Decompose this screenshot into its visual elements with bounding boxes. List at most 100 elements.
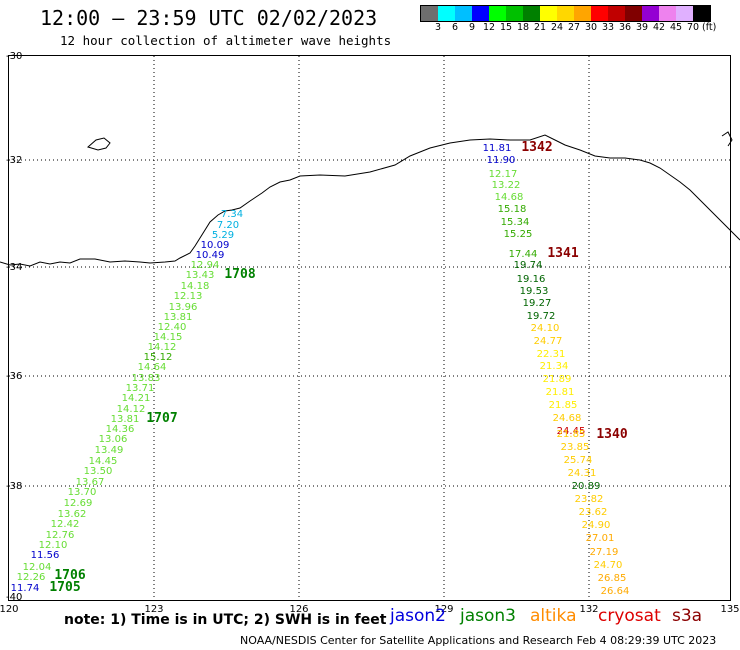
wave-height-label: 12.94	[191, 260, 220, 271]
wave-height-label: 26.64	[601, 586, 630, 597]
x-tick-label: 135	[720, 604, 739, 615]
wave-height-label: 12.40	[158, 322, 187, 333]
color-scale-label: 6	[451, 22, 459, 33]
color-scale-label: 70	[686, 22, 700, 33]
wave-height-label: 21.89	[543, 374, 572, 385]
wave-height-label: 15.25	[504, 229, 533, 240]
map-frame	[8, 55, 731, 601]
pass-time-label: 1706	[54, 568, 85, 583]
wave-height-label: 14.12	[148, 342, 177, 353]
wave-height-label: 15.34	[501, 217, 530, 228]
wave-height-label: 14.36	[106, 424, 135, 435]
wave-height-label: 12.26	[17, 572, 46, 583]
y-tick-label: -32	[6, 155, 22, 166]
color-scale-label: 39	[635, 22, 649, 33]
color-scale-swatch	[591, 5, 608, 22]
credit-line: NOAA/NESDIS Center for Satellite Applica…	[240, 634, 717, 647]
wave-height-label: 22.31	[537, 349, 566, 360]
wave-height-label: 11.74	[11, 583, 40, 594]
color-scale-swatch	[455, 5, 472, 22]
wave-height-label: 11.81	[483, 143, 512, 154]
wave-height-label: 20.89	[572, 481, 601, 492]
footnote: note: 1) Time is in UTC; 2) SWH is in fe…	[64, 612, 387, 628]
color-scale-label: 27	[567, 22, 581, 33]
grid-lines	[9, 56, 730, 600]
wave-height-label: 19.53	[520, 286, 549, 297]
wave-height-label: 14.64	[138, 362, 167, 373]
wave-height-label: 13.70	[68, 487, 97, 498]
color-scale-label: 21	[533, 22, 547, 33]
wave-height-label: 10.09	[201, 240, 230, 251]
wave-height-label: 13.22	[492, 180, 521, 191]
color-scale-label: 36	[618, 22, 632, 33]
wave-height-label: 27.19	[590, 547, 619, 558]
satellite-legend-item: altika	[530, 606, 577, 626]
color-scale-label: 18	[516, 22, 530, 33]
color-scale-label: 9	[468, 22, 476, 33]
wave-height-label: 13.43	[186, 270, 215, 281]
x-tick-label: 129	[434, 604, 453, 615]
wave-height-label: 26.85	[598, 573, 627, 584]
wave-height-label: 14.45	[89, 456, 118, 467]
wave-height-label: 24.10	[531, 323, 560, 334]
wave-height-label: 24.68	[553, 413, 582, 424]
wave-height-label: 7.34	[221, 209, 243, 220]
island	[86, 137, 111, 151]
wave-height-label: 24.31	[568, 468, 597, 479]
wave-height-label: 14.15	[154, 332, 183, 343]
wave-height-label: 23.82	[575, 494, 604, 505]
color-scale-swatch	[506, 5, 523, 22]
satellite-legend-item: jason2	[390, 606, 446, 626]
wave-height-label: 13.71	[126, 383, 155, 394]
color-scale-swatch	[523, 5, 540, 22]
wave-height-label: 21.81	[546, 387, 575, 398]
color-scale-swatch	[659, 5, 676, 22]
chart-title: 12:00 — 23:59 UTC 02/02/2023	[40, 6, 378, 30]
x-tick-label: 123	[144, 604, 163, 615]
wave-height-label: 12.13	[174, 291, 203, 302]
wave-height-label: 13.06	[99, 434, 128, 445]
color-scale-label: 12	[482, 22, 496, 33]
wave-height-label: 24.90	[582, 520, 611, 531]
color-scale-label: 15	[499, 22, 513, 33]
color-scale-swatch	[557, 5, 574, 22]
pass-time-label: 1341	[547, 246, 578, 261]
wave-height-label: 23.62	[579, 507, 608, 518]
color-scale-swatch	[642, 5, 659, 22]
wave-height-label: 12.42	[51, 519, 80, 530]
color-scale-label: 3	[434, 22, 442, 33]
pass-time-label: 1707	[146, 411, 177, 426]
color-scale-swatch	[574, 5, 591, 22]
wave-height-labels: 7.347.205.2910.0910.4912.9413.4314.1812.…	[11, 143, 630, 597]
wave-height-label: 13.50	[84, 466, 113, 477]
wave-height-label: 7.20	[217, 220, 239, 231]
color-scale-swatch	[438, 5, 455, 22]
pass-time-label: 1705	[49, 580, 80, 595]
color-scale-label: 30	[584, 22, 598, 33]
color-scale-swatch	[693, 5, 711, 22]
wave-height-label: 24.70	[594, 560, 623, 571]
pass-time-label: 1708	[224, 267, 255, 282]
y-tick-label: -36	[6, 371, 22, 382]
color-scale-swatch	[608, 5, 625, 22]
color-scale-swatch	[676, 5, 693, 22]
wave-height-label: 25.74	[564, 455, 593, 466]
x-tick-label: 120	[0, 604, 19, 615]
color-scale-label: 33	[601, 22, 615, 33]
color-scale-label: 45	[669, 22, 683, 33]
color-scale-swatch	[420, 5, 438, 22]
wave-height-label: 11.56	[31, 550, 60, 561]
wave-height-label: 15.18	[498, 204, 527, 215]
wave-height-label: 12.17	[489, 169, 518, 180]
wave-height-label: 17.44	[509, 249, 538, 260]
satellite-legend-item: s3a	[672, 606, 703, 626]
pass-time-label: 1340	[596, 427, 627, 442]
wave-height-label: 21.85	[557, 429, 586, 440]
wave-height-label: 23.85	[561, 442, 590, 453]
wave-height-label: 12.04	[23, 562, 52, 573]
y-tick-label: -38	[6, 481, 22, 492]
wave-height-label: 13.67	[76, 477, 105, 488]
x-tick-label: 132	[579, 604, 598, 615]
color-scale-bar	[420, 5, 711, 22]
